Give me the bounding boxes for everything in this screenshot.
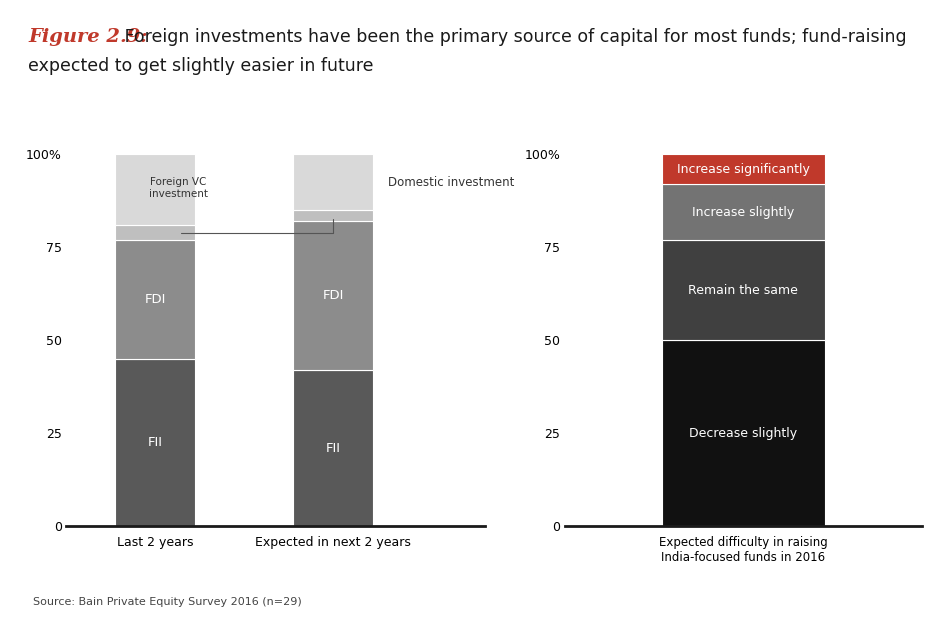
Text: Absolute
domestic
investments
are expected
to increase;
proportion is
declining : Absolute domestic investments are expect…	[452, 233, 531, 359]
Text: FII: FII	[148, 436, 163, 449]
Text: Decrease slightly: Decrease slightly	[690, 427, 797, 440]
Text: FDI: FDI	[323, 289, 344, 302]
Text: Increase significantly: Increase significantly	[677, 163, 809, 176]
Text: expected to get slightly easier in future: expected to get slightly easier in futur…	[28, 57, 374, 75]
Bar	[662, 155, 825, 184]
Text: Source: Bain Private Equity Survey 2016 (n=29): Source: Bain Private Equity Survey 2016 …	[33, 597, 302, 607]
Bar	[294, 155, 373, 210]
Bar	[662, 340, 825, 526]
Bar	[662, 184, 825, 240]
Text: What have been your primary sources of capital over the last two years?
How do y: What have been your primary sources of c…	[31, 84, 515, 112]
Text: FDI: FDI	[144, 293, 166, 306]
Text: How do you expect the difficulty in raising
India-focused funds to change in 201: How do you expect the difficulty in rais…	[581, 84, 864, 112]
Text: Foreign investments have been the primary source of capital for most funds; fund: Foreign investments have been the primar…	[119, 28, 906, 46]
Text: FII: FII	[326, 442, 341, 455]
Text: Domestic investment: Domestic investment	[388, 176, 514, 189]
Bar	[115, 359, 196, 526]
Text: Remain the same: Remain the same	[689, 283, 798, 297]
Text: Foreign VC
investment: Foreign VC investment	[149, 178, 208, 199]
Bar	[294, 370, 373, 526]
Text: Figure 2.9:: Figure 2.9:	[28, 28, 148, 46]
Bar	[115, 225, 196, 240]
Bar	[294, 221, 373, 370]
Bar	[115, 155, 196, 225]
Bar	[294, 210, 373, 221]
Bar	[115, 240, 196, 359]
Bar	[662, 240, 825, 340]
Text: Increase slightly: Increase slightly	[693, 206, 794, 219]
